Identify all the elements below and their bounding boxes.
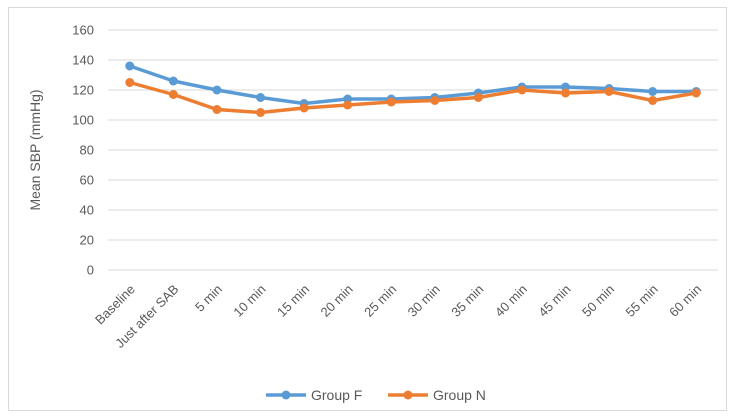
legend: Group F Group N bbox=[266, 387, 486, 403]
x-tick-label: 10 min bbox=[230, 282, 268, 320]
x-tick-label: 50 min bbox=[579, 282, 617, 320]
data-point bbox=[125, 61, 135, 71]
legend-item: Group F bbox=[266, 387, 362, 403]
series-lines bbox=[125, 61, 701, 117]
x-tick-label: 30 min bbox=[405, 282, 443, 320]
data-point bbox=[648, 87, 658, 96]
series-line bbox=[128, 80, 698, 115]
data-point bbox=[299, 103, 309, 113]
x-tick-label: 5 min bbox=[192, 282, 225, 315]
x-tick-label: 35 min bbox=[448, 282, 486, 320]
y-tick-label: 60 bbox=[80, 173, 94, 188]
data-point bbox=[256, 93, 265, 102]
data-point bbox=[125, 78, 135, 87]
data-point bbox=[561, 88, 570, 98]
y-tick-label: 80 bbox=[80, 143, 94, 158]
gridlines bbox=[108, 29, 718, 271]
y-tick-label: 160 bbox=[72, 23, 94, 38]
data-point bbox=[604, 87, 614, 96]
data-point bbox=[430, 96, 440, 105]
y-tick-label: 100 bbox=[72, 113, 94, 128]
data-point bbox=[168, 76, 178, 86]
x-tick-label: 55 min bbox=[623, 282, 661, 320]
y-tick-label: 0 bbox=[87, 263, 94, 278]
chart-frame bbox=[8, 7, 727, 411]
data-point bbox=[517, 85, 527, 95]
data-point bbox=[212, 105, 222, 114]
data-point bbox=[212, 85, 222, 95]
data-point bbox=[256, 108, 265, 117]
series-line bbox=[128, 64, 698, 106]
x-tick-label: 45 min bbox=[535, 282, 573, 320]
y-tick-label: 140 bbox=[72, 53, 94, 68]
data-point bbox=[343, 100, 353, 110]
legend-swatch-marker bbox=[281, 390, 291, 400]
series-2 bbox=[125, 78, 701, 117]
y-axis-title: Mean SBP (mmHg) bbox=[27, 89, 43, 210]
legend-item: Group N bbox=[388, 387, 486, 403]
data-point bbox=[168, 90, 178, 99]
y-axis-ticks: 0 20 40 60 80 100 120 140 160 bbox=[72, 23, 94, 278]
y-tick-label: 40 bbox=[80, 203, 94, 218]
data-point bbox=[691, 88, 701, 98]
data-point bbox=[473, 93, 483, 102]
y-tick-label: 20 bbox=[80, 233, 94, 248]
x-tick-label: 60 min bbox=[666, 282, 704, 320]
data-point bbox=[386, 97, 396, 107]
legend-swatch-marker bbox=[403, 390, 413, 400]
legend-label: Group F bbox=[311, 387, 362, 403]
y-tick-label: 120 bbox=[72, 83, 94, 98]
x-tick-label: 15 min bbox=[274, 282, 312, 320]
legend-label: Group N bbox=[433, 387, 486, 403]
data-point bbox=[648, 96, 658, 105]
x-tick-label: 25 min bbox=[361, 282, 399, 320]
x-tick-label: 20 min bbox=[318, 282, 356, 320]
x-tick-label: 40 min bbox=[492, 282, 530, 320]
